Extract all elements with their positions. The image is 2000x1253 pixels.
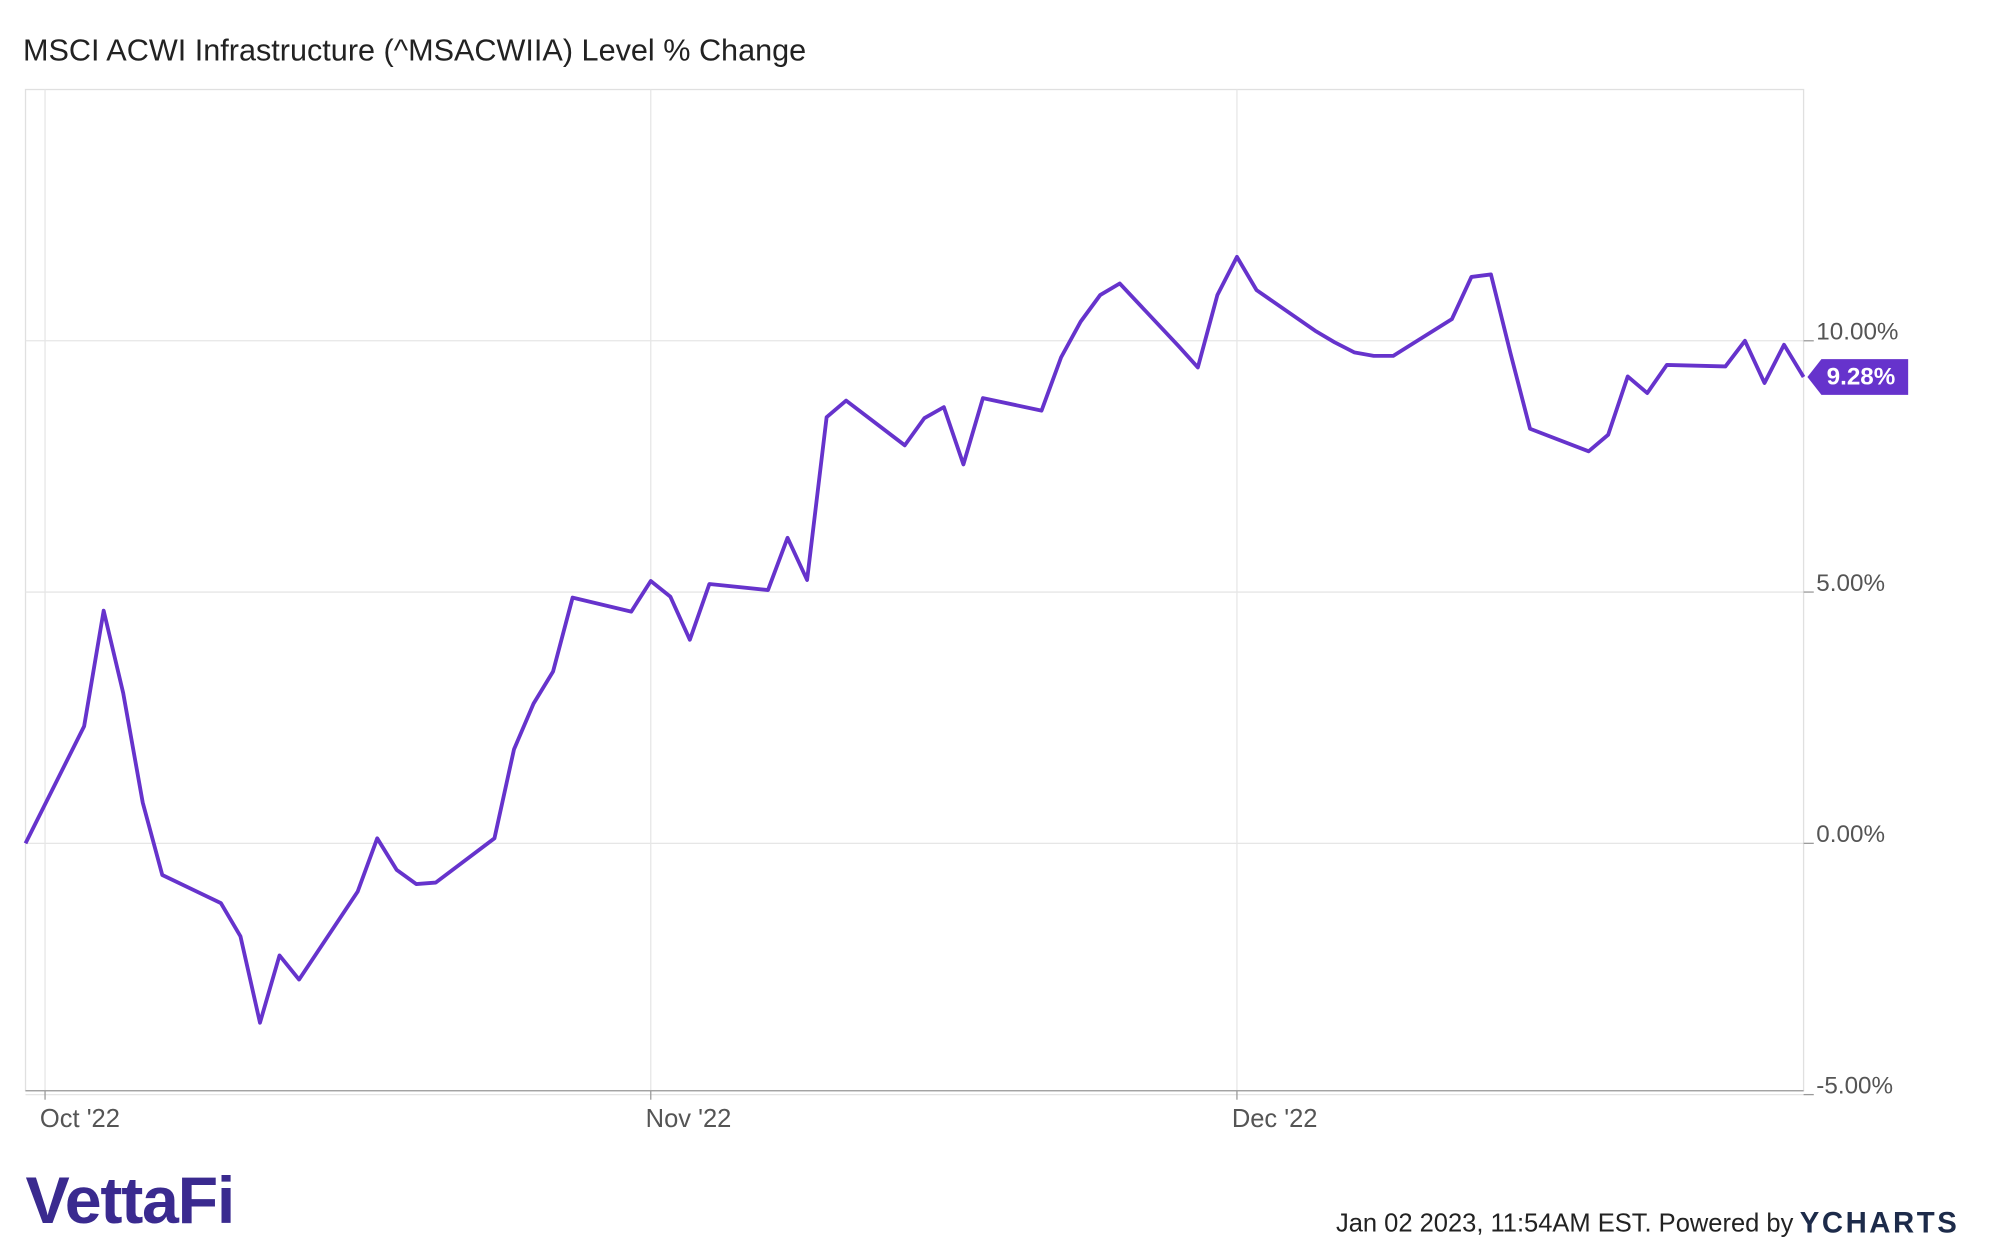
y-tick-label: 10.00%	[1816, 319, 1898, 346]
series-line	[23, 254, 1806, 1025]
x-tick-label: Dec '22	[1232, 1105, 1318, 1133]
last-value-flag	[1807, 359, 1909, 395]
x-tick-label: Nov '22	[646, 1105, 732, 1133]
x-tick-label: Oct '22	[40, 1105, 120, 1133]
marks: 9.28%	[23, 254, 1909, 1025]
grid: -5.00% 0.00% 5.00% 10.00% Oct '22 Nov '22 Dec …	[25, 89, 1898, 1133]
timestamp: Jan 02 2023, 11:54AM EST. Powered by	[1336, 1209, 1794, 1237]
y-tick-label: 0.00%	[1816, 821, 1885, 848]
chart-title: MSCI ACWI Infrastructure (^MSACWIIA) Lev…	[23, 34, 806, 68]
logo: VettaFi	[26, 1164, 234, 1238]
y-tick-label: -5.00%	[1816, 1072, 1893, 1099]
y-tick-label: 5.00%	[1816, 570, 1885, 597]
brand: YCHARTS	[1800, 1206, 1960, 1239]
last-value-label: 9.28%	[1827, 364, 1896, 391]
